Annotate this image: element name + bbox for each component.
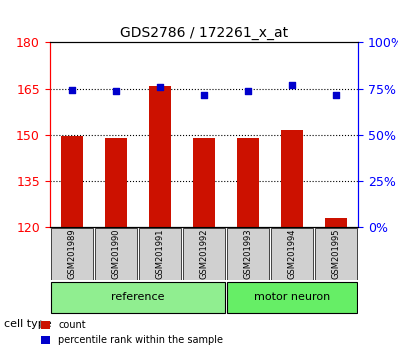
Point: [68, 88, 75, 93]
FancyBboxPatch shape: [183, 228, 225, 280]
Point: [157, 84, 163, 90]
Text: GSM201994: GSM201994: [288, 228, 297, 279]
Text: cell type: cell type: [4, 319, 52, 329]
Point: [245, 88, 251, 94]
Legend: count, percentile rank within the sample: count, percentile rank within the sample: [37, 316, 227, 349]
Point: [333, 92, 339, 98]
Bar: [61, 136, 83, 227]
Bar: [281, 130, 303, 227]
FancyBboxPatch shape: [315, 228, 357, 280]
FancyBboxPatch shape: [227, 228, 269, 280]
Text: GSM201991: GSM201991: [155, 228, 164, 279]
Text: ▶: ▶: [40, 319, 48, 329]
Text: GSM201995: GSM201995: [332, 228, 341, 279]
Text: GSM201990: GSM201990: [111, 228, 120, 279]
Text: reference: reference: [111, 292, 165, 302]
Bar: [105, 138, 127, 227]
Bar: [149, 86, 171, 227]
Text: GSM201992: GSM201992: [199, 228, 209, 279]
Text: GSM201993: GSM201993: [244, 228, 253, 279]
FancyBboxPatch shape: [227, 282, 357, 313]
Title: GDS2786 / 172261_x_at: GDS2786 / 172261_x_at: [120, 26, 288, 40]
Point: [201, 92, 207, 98]
Point: [289, 82, 295, 88]
FancyBboxPatch shape: [51, 228, 93, 280]
Point: [113, 88, 119, 94]
Text: GSM201989: GSM201989: [67, 228, 76, 279]
Text: motor neuron: motor neuron: [254, 292, 330, 302]
FancyBboxPatch shape: [271, 228, 313, 280]
Bar: [193, 138, 215, 227]
FancyBboxPatch shape: [139, 228, 181, 280]
Bar: [325, 218, 347, 227]
FancyBboxPatch shape: [51, 282, 225, 313]
FancyBboxPatch shape: [95, 228, 137, 280]
Bar: [237, 138, 259, 227]
